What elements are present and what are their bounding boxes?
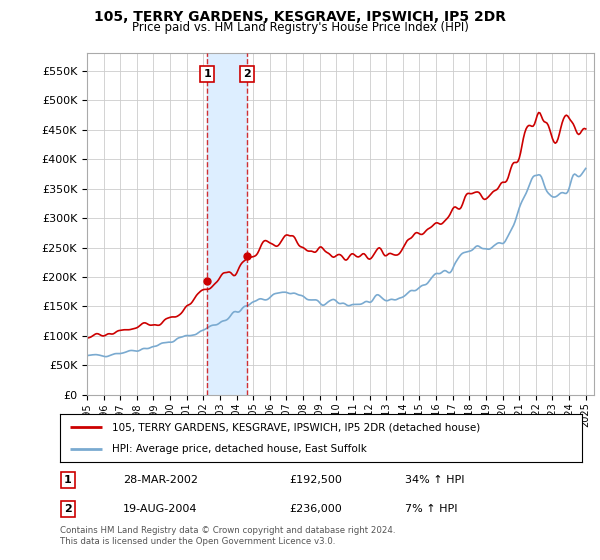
Text: 1: 1 (64, 475, 72, 485)
Text: £236,000: £236,000 (290, 505, 343, 514)
Text: 2: 2 (64, 505, 72, 514)
Text: £192,500: £192,500 (290, 475, 343, 485)
Text: 105, TERRY GARDENS, KESGRAVE, IPSWICH, IP5 2DR: 105, TERRY GARDENS, KESGRAVE, IPSWICH, I… (94, 10, 506, 24)
Text: 7% ↑ HPI: 7% ↑ HPI (404, 505, 457, 514)
Text: 34% ↑ HPI: 34% ↑ HPI (404, 475, 464, 485)
Text: 19-AUG-2004: 19-AUG-2004 (122, 505, 197, 514)
Text: 1: 1 (203, 69, 211, 79)
Text: Contains HM Land Registry data © Crown copyright and database right 2024.
This d: Contains HM Land Registry data © Crown c… (60, 526, 395, 546)
Text: 105, TERRY GARDENS, KESGRAVE, IPSWICH, IP5 2DR (detached house): 105, TERRY GARDENS, KESGRAVE, IPSWICH, I… (112, 422, 481, 432)
Text: 28-MAR-2002: 28-MAR-2002 (122, 475, 197, 485)
Bar (207, 53, 247, 395)
Text: Price paid vs. HM Land Registry's House Price Index (HPI): Price paid vs. HM Land Registry's House … (131, 21, 469, 34)
Text: 2: 2 (243, 69, 251, 79)
Text: HPI: Average price, detached house, East Suffolk: HPI: Average price, detached house, East… (112, 444, 367, 454)
